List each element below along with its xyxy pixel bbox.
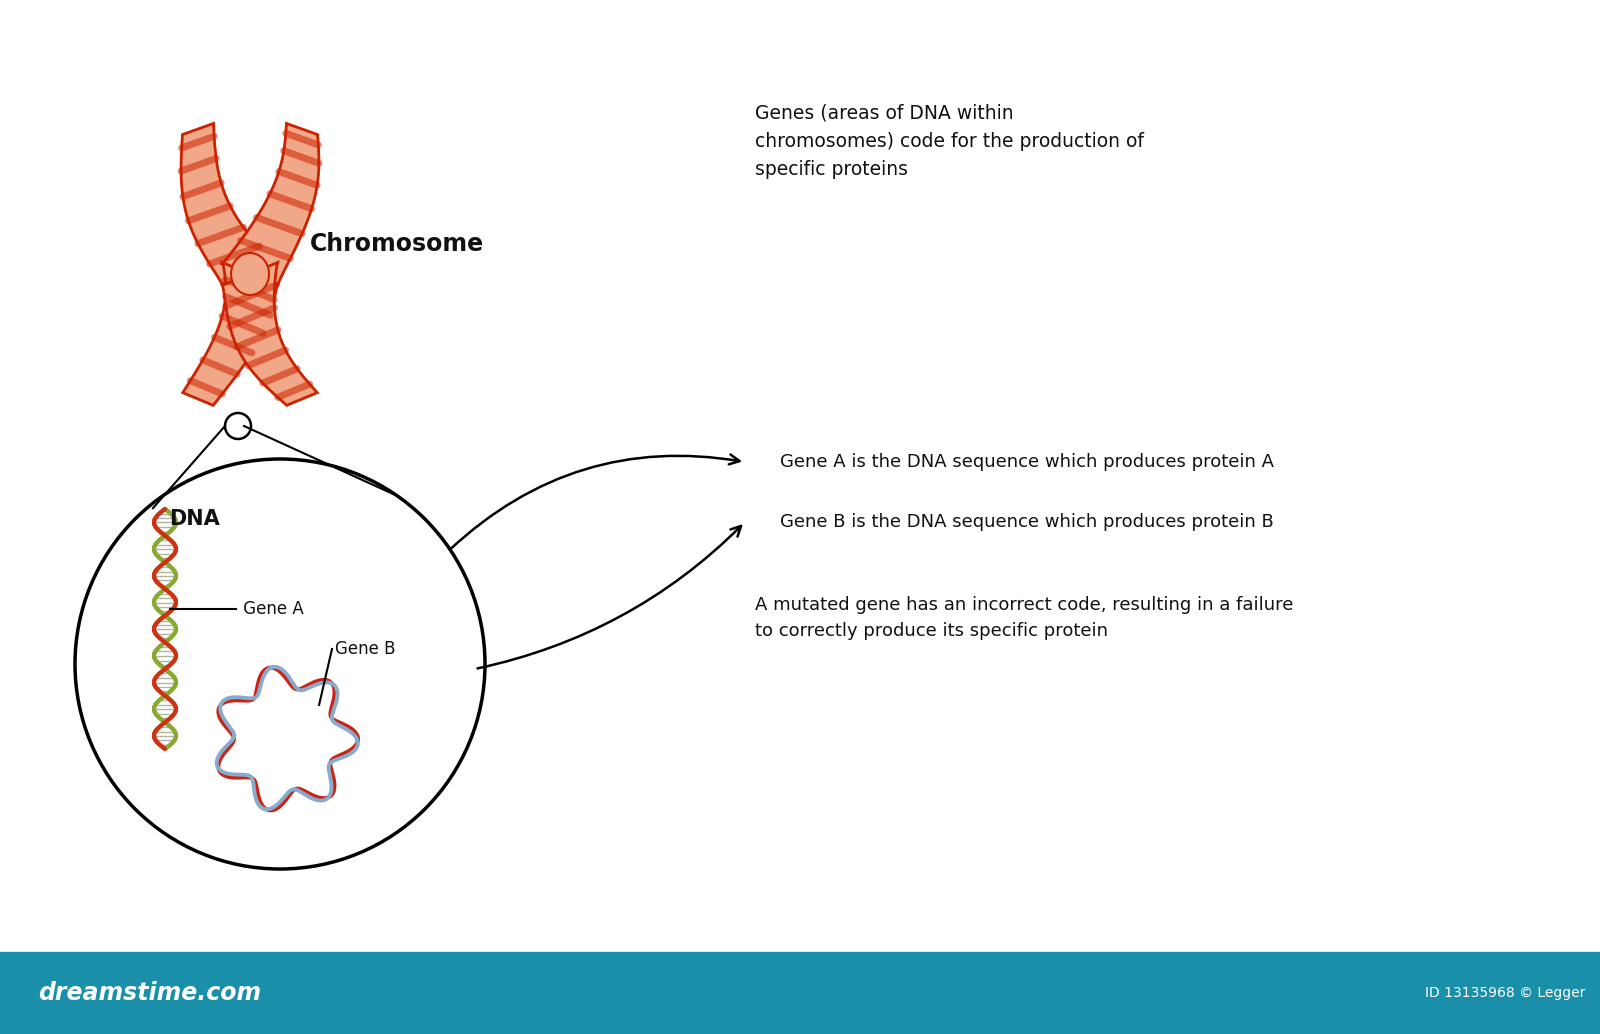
Polygon shape (222, 123, 318, 284)
Text: Gene A: Gene A (238, 600, 304, 618)
Ellipse shape (230, 253, 269, 295)
Text: Gene B is the DNA sequence which produces protein B: Gene B is the DNA sequence which produce… (781, 513, 1274, 531)
Polygon shape (222, 123, 318, 284)
Polygon shape (182, 263, 278, 405)
Text: dreamstime.com: dreamstime.com (38, 981, 261, 1005)
Polygon shape (181, 123, 278, 284)
Polygon shape (222, 263, 317, 405)
Polygon shape (182, 263, 278, 405)
Bar (0, 952, 1600, 1034)
Text: ID 13135968 © Legger: ID 13135968 © Legger (1424, 986, 1586, 1000)
Text: DNA: DNA (170, 509, 221, 529)
Text: Chromosome: Chromosome (310, 232, 485, 256)
Text: Gene A is the DNA sequence which produces protein A: Gene A is the DNA sequence which produce… (781, 453, 1274, 472)
Text: Genes (areas of DNA within
chromosomes) code for the production of
specific prot: Genes (areas of DNA within chromosomes) … (755, 104, 1144, 179)
Text: A mutated gene has an incorrect code, resulting in a failure
to correctly produc: A mutated gene has an incorrect code, re… (755, 596, 1293, 640)
Polygon shape (181, 123, 278, 284)
Circle shape (75, 459, 485, 869)
Text: Gene B: Gene B (334, 640, 395, 658)
Polygon shape (222, 263, 317, 405)
